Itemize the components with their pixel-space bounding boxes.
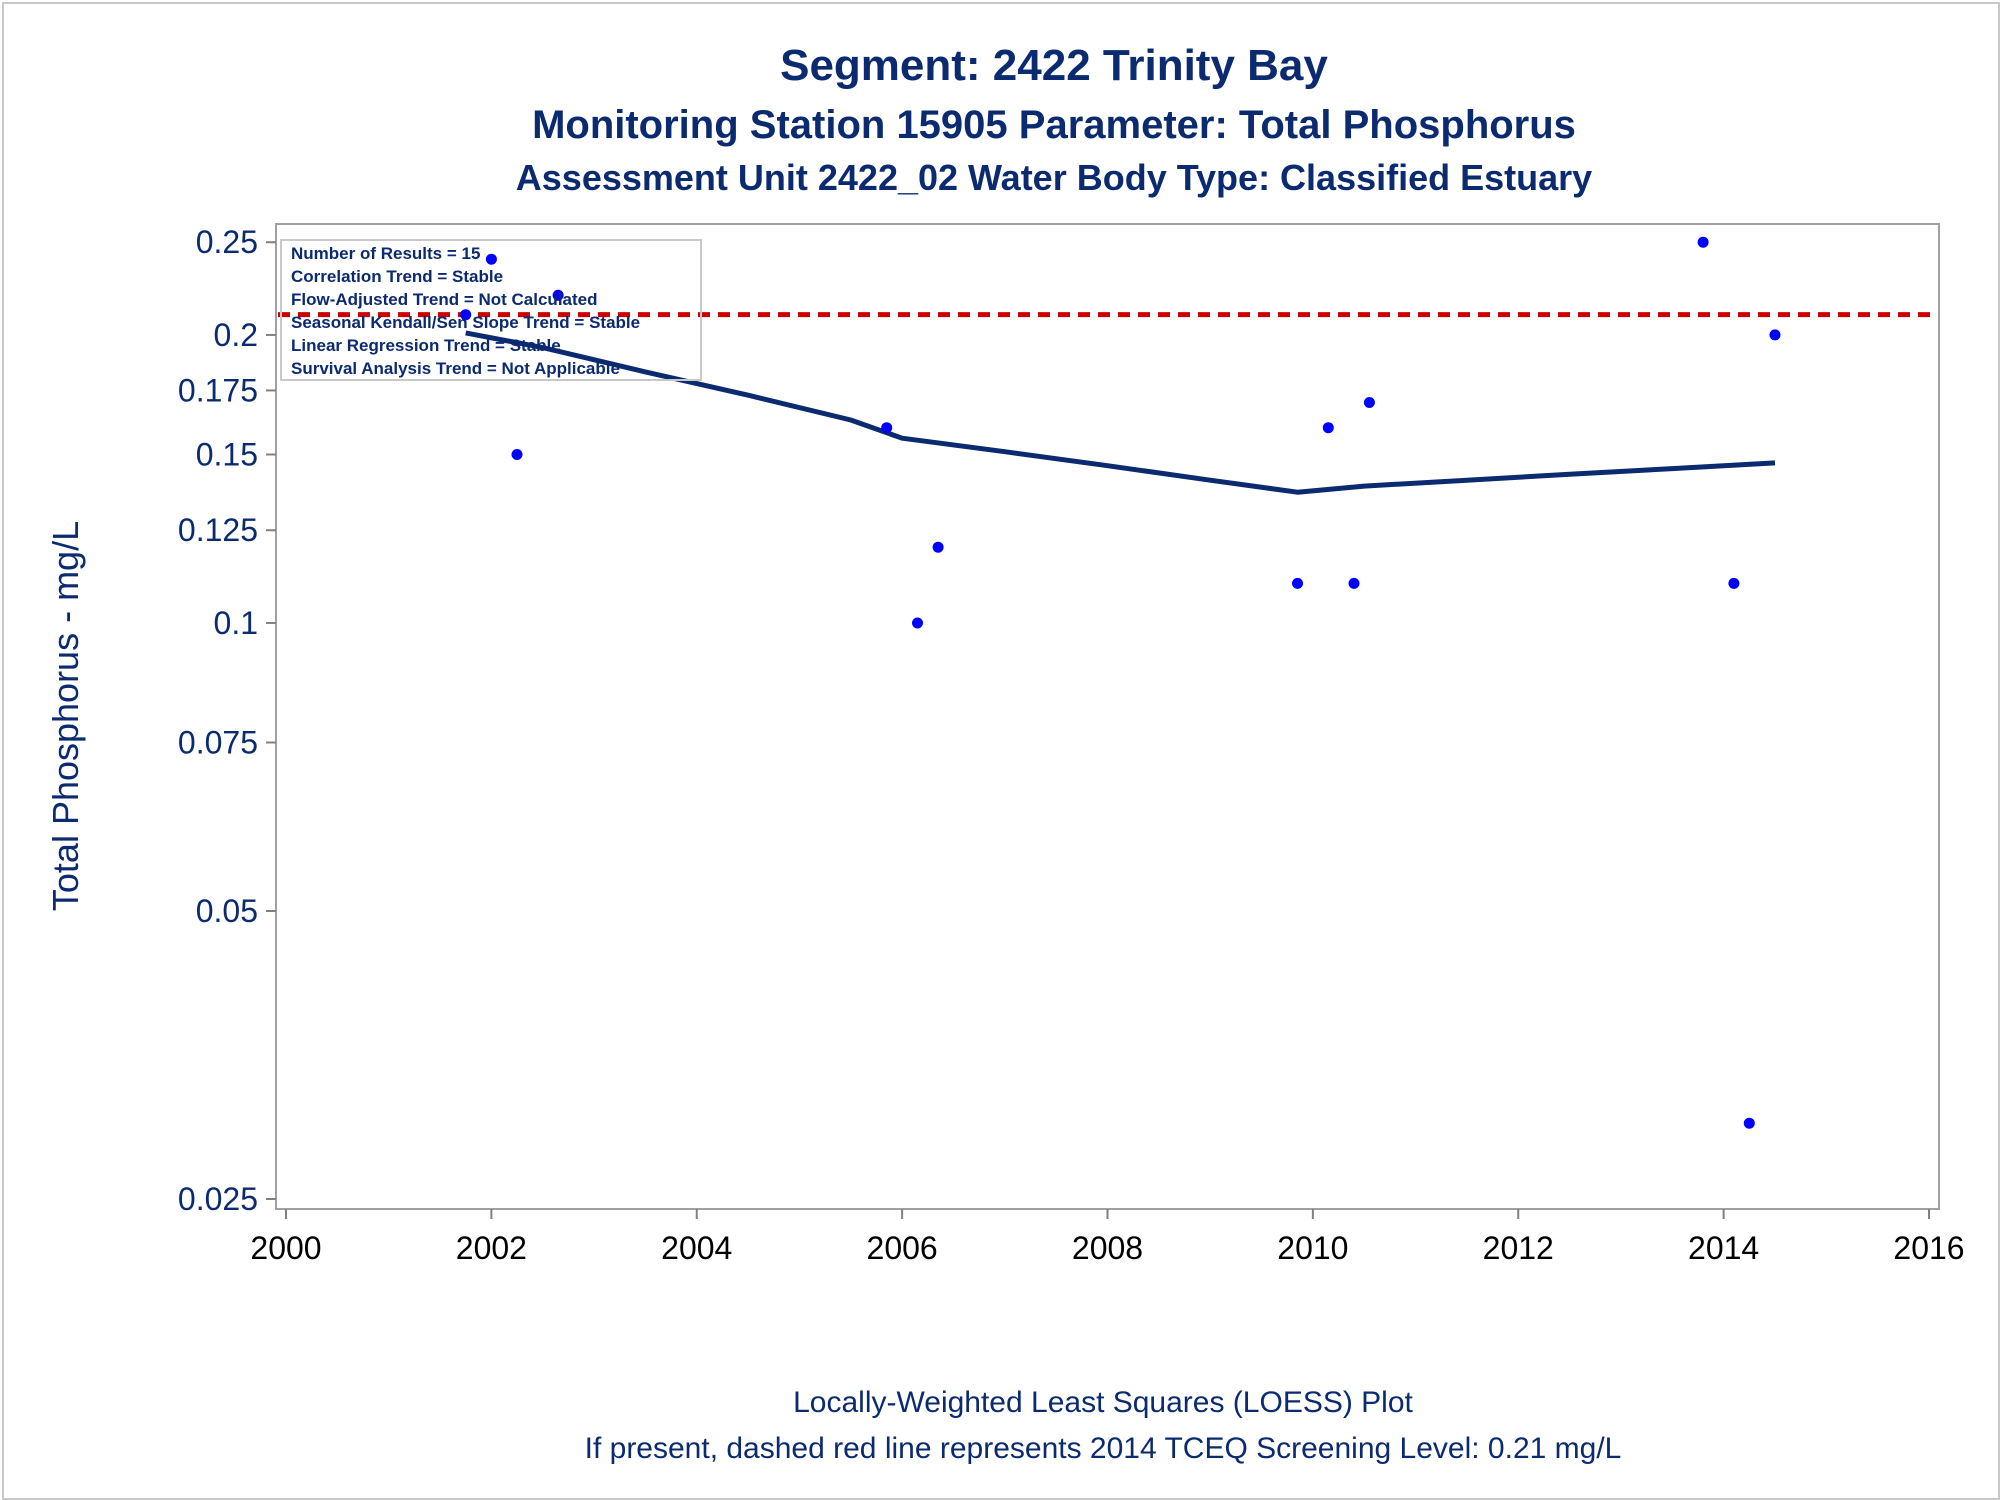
stats-line: Survival Analysis Trend = Not Applicable — [291, 359, 620, 378]
data-points — [460, 236, 1781, 1129]
chart-subtitle: Monitoring Station 15905 Parameter: Tota… — [532, 103, 1576, 147]
data-point — [1348, 577, 1360, 589]
footnote-screening: If present, dashed red line represents 2… — [585, 1432, 1622, 1465]
y-tick-label: 0.15 — [196, 436, 258, 472]
chart-subtitle-2: Assessment Unit 2422_02 Water Body Type:… — [516, 157, 1592, 198]
x-tick-label: 2004 — [661, 1230, 732, 1266]
y-tick-label: 0.075 — [178, 725, 258, 761]
y-tick-label: 0.2 — [214, 317, 258, 353]
data-point — [1769, 329, 1781, 341]
y-tick-label: 0.025 — [178, 1181, 258, 1217]
stats-line: Correlation Trend = Stable — [291, 267, 503, 286]
data-point — [1363, 397, 1375, 408]
x-axis: 2000 2002 2004 2006 2008 2010 2012 2014 2016 — [250, 1209, 1965, 1266]
data-point — [1728, 577, 1740, 589]
data-point — [912, 617, 923, 629]
y-tick-label: 0.175 — [178, 372, 258, 408]
x-tick-label: 2008 — [1072, 1230, 1143, 1266]
x-tick-label: 2016 — [1893, 1230, 1964, 1266]
stats-box: Number of Results = 15 Correlation Trend… — [280, 239, 702, 381]
y-tick-label: 0.05 — [196, 893, 258, 929]
y-axis-label: Total Phosphorus - mg/L — [45, 521, 86, 911]
data-point — [1743, 1117, 1755, 1129]
x-tick-label: 2002 — [456, 1230, 527, 1266]
y-tick-label: 0.25 — [196, 224, 258, 260]
data-point — [552, 289, 564, 301]
data-point — [932, 541, 944, 553]
x-tick-label: 2000 — [250, 1230, 321, 1266]
y-tick-label: 0.125 — [178, 512, 258, 548]
data-point — [1322, 422, 1334, 434]
chart-title: Segment: 2422 Trinity Bay — [780, 41, 1328, 90]
data-point — [460, 309, 472, 321]
data-point — [881, 422, 893, 434]
data-point — [485, 253, 497, 265]
y-tick-label: 0.1 — [214, 605, 258, 641]
y-axis: 0.025 0.05 0.075 0.1 0.125 0.15 0.175 0.2 0.25 — [178, 224, 276, 1217]
stats-box-border — [280, 239, 702, 381]
x-tick-label: 2012 — [1483, 1230, 1554, 1266]
stats-line: Seasonal Kendall/Sen Slope Trend = Stabl… — [291, 313, 640, 332]
data-point — [1292, 577, 1303, 589]
stats-line: Linear Regression Trend = Stable — [291, 336, 561, 355]
footnote-method: Locally-Weighted Least Squares (LOESS) P… — [793, 1386, 1413, 1419]
data-point — [1697, 236, 1709, 248]
x-tick-label: 2010 — [1277, 1230, 1348, 1266]
x-tick-label: 2006 — [867, 1230, 938, 1266]
stats-line: Number of Results = 15 — [291, 244, 480, 263]
stats-line: Flow-Adjusted Trend = Not Calculated — [291, 290, 598, 309]
data-point — [511, 449, 523, 460]
x-tick-label: 2014 — [1688, 1230, 1759, 1266]
